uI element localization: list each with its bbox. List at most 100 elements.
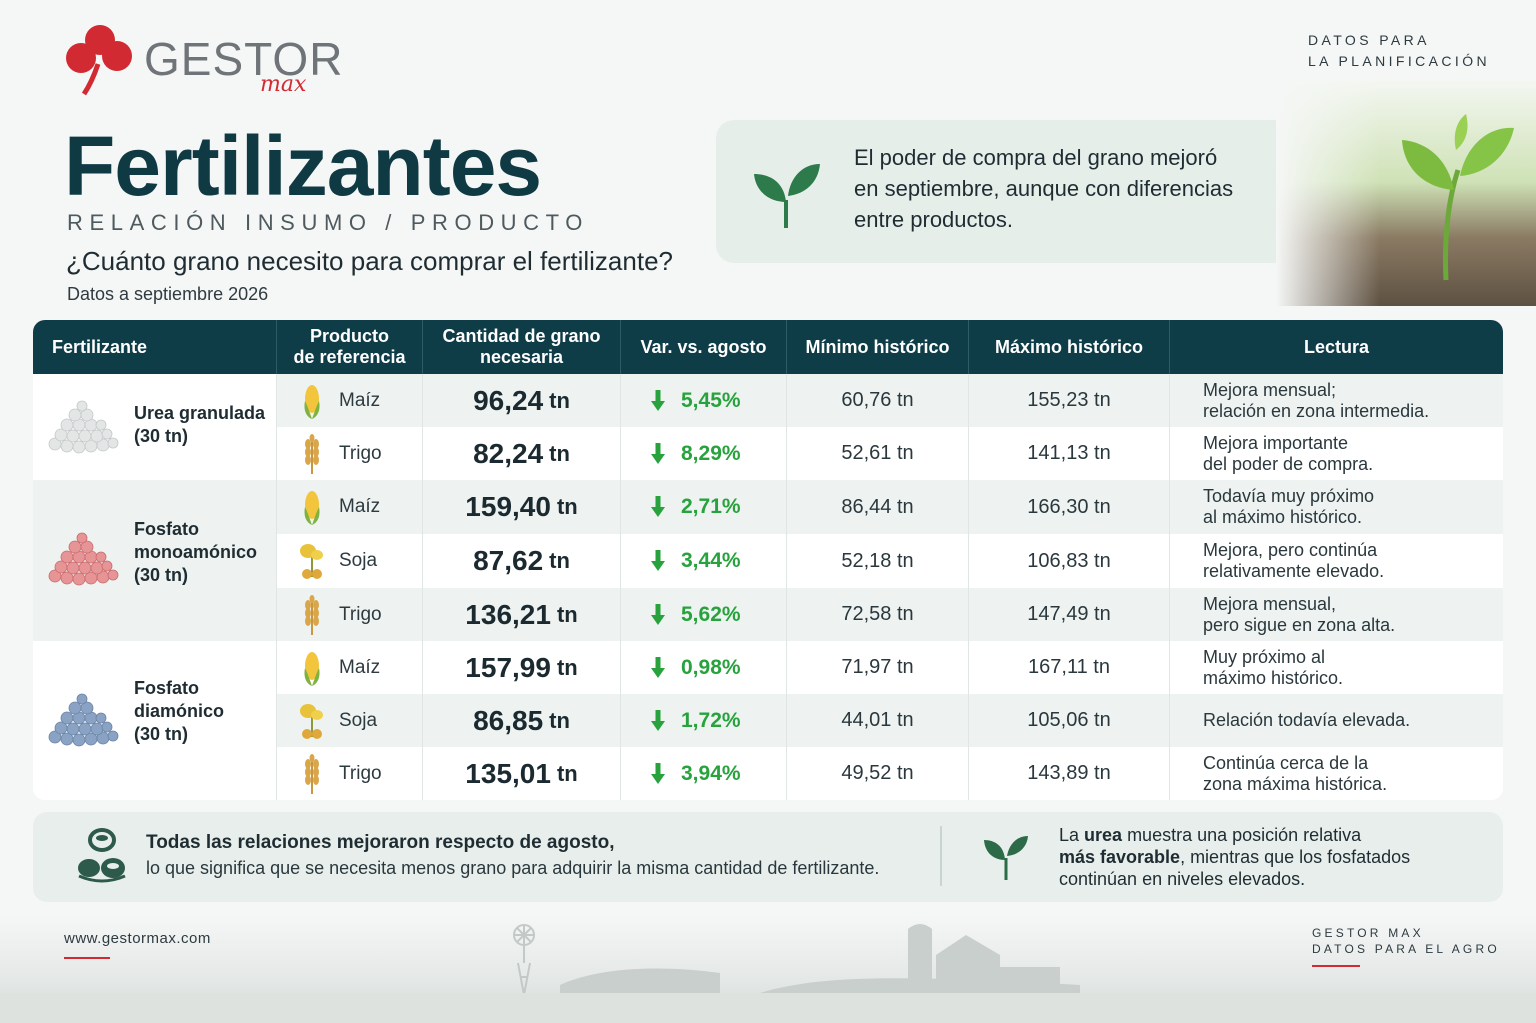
variation-value: 5,62% [681,602,741,626]
wheat-icon [305,433,319,474]
reading-cell: Mejora, pero continúa relativamente eleva… [1170,534,1503,588]
variation-cell: 5,45% [621,374,787,427]
arrow-down-icon [651,709,665,731]
product-cell: Trigo [277,427,423,480]
group-name-map: Fosfato monoamónico (30 tn) [134,518,257,587]
gestor-max-logo: GESTOR max [62,20,342,100]
corn-icon [304,384,320,419]
reading-line1: Mejora mensual, [1203,593,1337,614]
header-producto: Producto de referencia [277,320,423,374]
min-cell: 72,58 tn [787,588,969,641]
summary-right-bold1: urea [1084,825,1123,845]
product-cell: Soja [277,534,423,588]
min-cell: 86,44 tn [787,480,969,534]
max-cell: 166,30 tn [969,480,1170,534]
reading-cell: Mejora mensual; relación en zona intermed… [1170,374,1503,427]
min-cell: 44,01 tn [787,694,969,747]
header-cantidad: Cantidad de grano necesaria [423,320,621,374]
product-label: Trigo [339,762,382,784]
reading-cell: Todavía muy próximo al máximo histórico. [1170,480,1503,534]
table-header: Fertilizante Producto de referencia Canti… [33,320,1503,374]
table-row: Maíz 157,99 tn 0,98% 71,97 tn 167,11 tn M… [277,641,1503,694]
max-cell: 105,06 tn [969,694,1170,747]
table-row: Trigo 136,21 tn 5,62% 72,58 tn 147,49 tn … [277,588,1503,641]
variation-cell: 0,98% [621,641,787,694]
footer-tagline-line1: GESTOR MAX [1312,926,1424,940]
group-urea: Urea granulada (30 tn) [33,374,277,480]
quantity-value: 87,62 [473,545,544,576]
summary-divider [940,826,942,886]
arrow-down-icon [651,656,665,678]
quantity-cell: 82,24 tn [423,427,621,480]
group-name-line1: Urea granulada [134,403,266,423]
wheat-icon [305,753,319,794]
header-cantidad-line2: necesaria [479,347,564,367]
reading-line1: Relación todavía elevada. [1203,710,1411,730]
group-name-dap: Fosfato diamónico (30 tn) [134,677,224,746]
wheat-icon [305,594,319,635]
corn-icon [304,651,320,686]
reading-cell: Mejora mensual, pero sigue en zona alta. [1170,588,1503,641]
variation-value: 0,98% [681,655,741,679]
header-variacion: Var. vs. agosto [621,320,787,374]
quantity-cell: 159,40 tn [423,480,621,534]
website-url[interactable]: www.gestormax.com [64,930,211,947]
sprout-icon [984,836,1028,880]
dap-granules-icon [48,693,119,747]
arrow-down-icon [651,550,665,571]
quantity-unit: tn [556,494,578,519]
min-cell: 60,76 tn [787,374,969,427]
reading-line2: relativamente elevado. [1203,561,1385,581]
product-cell: Maíz [277,480,423,534]
quantity-unit: tn [549,440,570,466]
group-name-line3: (30 tn) [134,724,188,744]
variation-cell: 3,94% [621,747,787,800]
header-maximo: Máximo histórico [969,320,1170,374]
field-seedling-image [1276,80,1536,306]
reading-line1: Todavía muy próximo [1203,486,1375,506]
reading-line2: del poder de compra. [1203,453,1374,474]
quantity-unit: tn [556,760,578,786]
product-cell: Soja [277,694,423,747]
reading-cell: Mejora importante del poder de compra. [1170,427,1503,480]
farm-landscape-image [0,915,1536,1023]
reading-line2: pero sigue en zona alta. [1203,614,1396,635]
min-cell: 52,18 tn [787,534,969,588]
reading-line2: al máximo histórico. [1203,507,1363,527]
reading-line2: zona máxima histórica. [1203,773,1388,794]
group-name-line3: (30 tn) [134,565,188,585]
header-minimo: Mínimo histórico [787,320,969,374]
variation-value: 2,71% [681,495,741,518]
fertilizer-table: Fertilizante Producto de referencia Canti… [33,320,1503,800]
product-label: Soja [339,550,378,571]
variation-cell: 3,44% [621,534,787,588]
coins-icon [78,828,126,883]
min-cell: 71,97 tn [787,641,969,694]
quantity-cell: 136,21 tn [423,588,621,641]
variation-cell: 5,62% [621,588,787,641]
variation-value: 3,44% [681,549,741,572]
callout-line3: entre productos. [854,207,1013,232]
reading-line2: relación en zona intermedia. [1203,400,1430,421]
brand-name: GESTOR [144,33,344,85]
reading-line1: Mejora, pero continúa [1203,540,1378,560]
quantity-unit: tn [549,548,570,573]
product-cell: Trigo [277,588,423,641]
group-name-line1: Fosfato [134,519,199,539]
variation-cell: 2,71% [621,480,787,534]
corn-icon [304,491,320,525]
max-cell: 143,89 tn [969,747,1170,800]
min-cell: 52,61 tn [787,427,969,480]
reading-line1: Continúa cerca de la [1203,752,1369,773]
group-name-line2: diamónico [134,701,225,721]
variation-cell: 8,29% [621,427,787,480]
product-label: Maíz [339,389,381,411]
header-producto-line2: de referencia [293,347,406,367]
accent-bar [1312,965,1360,967]
group-name-line1: Fosfato [134,678,199,698]
table-row: Soja 86,85 tn 1,72% 44,01 tn 105,06 tn Re… [277,694,1503,747]
quantity-cell: 96,24 tn [423,374,621,427]
data-date: Datos a septiembre 2026 [67,284,269,304]
summary-bold-line: Todas las relaciones mejoraron respecto … [146,832,615,853]
max-cell: 141,13 tn [969,427,1170,480]
